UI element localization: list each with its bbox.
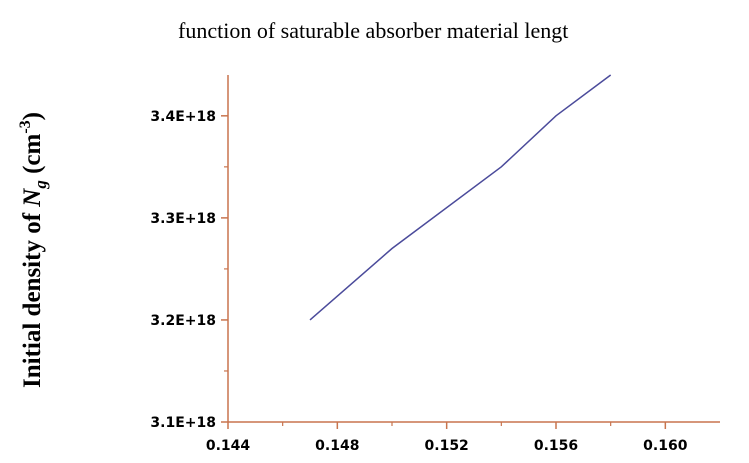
x-tick-label: 0.148 bbox=[315, 438, 359, 454]
data-line bbox=[309, 74, 612, 321]
y-tick-label: 3.3E+18 bbox=[150, 211, 216, 227]
y-axis-label: Initial density of Ng (cm-3) bbox=[17, 112, 50, 388]
y-label-superscript: -3 bbox=[17, 120, 34, 133]
y-label-subscript: g bbox=[31, 180, 50, 190]
y-label-close: ) bbox=[19, 112, 46, 120]
x-tick-label: 0.152 bbox=[425, 438, 469, 454]
y-tick-label: 3.1E+18 bbox=[150, 415, 216, 431]
x-tick-label: 0.144 bbox=[206, 438, 251, 454]
y-label-symbol: N bbox=[19, 188, 46, 208]
y-label-unit: (cm bbox=[19, 133, 46, 180]
y-tick-label: 3.2E+18 bbox=[150, 313, 216, 329]
y-tick-label: 3.4E+18 bbox=[150, 109, 216, 125]
x-tick-label: 0.156 bbox=[534, 438, 578, 454]
y-label-text: Initial density of bbox=[19, 207, 46, 388]
x-tick-label: 0.160 bbox=[643, 438, 688, 454]
chart-title: function of saturable absorber material … bbox=[178, 18, 568, 43]
